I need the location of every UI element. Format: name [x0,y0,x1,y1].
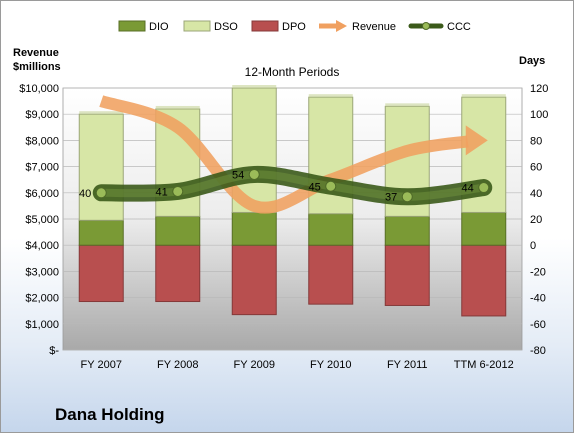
dso-bar [78,113,124,221]
ccc-line-highlight [97,170,488,201]
left-tick-label: $10,000 [19,83,59,95]
ccc-point [172,185,184,197]
ccc-data-label: 41 [156,186,168,198]
left-axis-label-line2: $millions [13,61,61,73]
dso-bar-top [308,94,353,98]
left-tick-label: $1,000 [25,319,59,331]
dio-bar [308,213,354,246]
x-tick-label: FY 2008 [157,359,198,371]
legend-swatch-dpo [251,20,279,32]
ccc-data-label: 44 [462,183,474,195]
dpo-bar [231,244,277,316]
ccc-point [325,180,337,192]
dso-bar-top [232,85,277,88]
dio-bar [231,211,277,246]
legend-swatch-ccc-dot [422,22,430,30]
x-tick-label: FY 2010 [310,359,351,371]
dso-bar-top [79,111,124,115]
legend-label-revenue: Revenue [352,21,396,33]
dio-bar [384,215,430,246]
x-tick-label: FY 2011 [387,359,428,371]
axes: $- -80 $1,000 -60 $2,000 -40 $3,000 -20 $4,000 0 $… [19,83,548,371]
right-tick-label: 120 [530,83,548,95]
right-tick-label: 20 [530,214,542,226]
ccc-data-label: 40 [79,188,91,200]
dso-bar-top [461,94,506,98]
ccc-point [401,191,413,203]
dio-bar [155,215,201,246]
left-axis-label-line1: Revenue [13,47,59,59]
legend-swatch-revenue-head [336,20,347,32]
legend-swatch-dso [183,20,211,32]
x-tick-label: FY 2009 [234,359,275,371]
right-tick-label: 40 [530,188,542,200]
dpo-bar [308,244,354,305]
left-axis-label: Revenue $millions [13,46,61,74]
revenue-arrowhead [465,125,488,156]
left-tick-label: $6,000 [25,188,59,200]
legend-label-dso: DSO [214,21,238,33]
lines: 40 41 54 45 37 44 [79,95,493,214]
ccc-point [248,168,260,180]
legend: DIO DSO DPO Revenue CCC [118,20,471,33]
left-tick-label: $7,000 [25,162,59,174]
left-tick-label: $4,000 [25,240,59,252]
dso-bar-top [385,103,430,107]
revenue-line [99,95,469,214]
dio-bar [78,219,124,246]
dso-bar-top [155,105,200,109]
ccc-point [95,187,107,199]
dio-bar [461,211,507,246]
right-tick-label: 60 [530,162,542,174]
left-tick-label: $5,000 [25,214,59,226]
chart-title: 12-Month Periods [245,65,340,79]
x-tick-label: TTM 6-2012 [454,359,514,371]
right-tick-label: -60 [530,319,546,331]
right-tick-label: -80 [530,345,546,357]
left-tick-label: $2,000 [25,293,59,305]
legend-label-dio: DIO [149,21,169,33]
ccc-point [478,182,490,194]
left-tick-label: $- [49,345,59,357]
dpo-bar [461,244,507,317]
right-axis-label: Days [519,55,546,67]
dpo-bar [78,244,124,303]
legend-label-ccc: CCC [447,21,471,33]
right-tick-label: -20 [530,266,546,278]
ccc-data-label: 45 [309,181,321,193]
left-tick-label: $3,000 [25,266,59,278]
ccc-data-label: 37 [385,192,397,204]
company-name: Dana Holding [55,405,165,424]
dpo-bar [155,244,201,303]
dpo-bar [384,244,430,306]
ccc-data-label: 54 [232,169,244,181]
left-tick-label: $8,000 [25,135,59,147]
right-tick-label: 80 [530,135,542,147]
x-tick-label: FY 2007 [81,359,122,371]
left-tick-label: $9,000 [25,109,59,121]
legend-swatch-dio [118,20,146,32]
right-tick-label: 0 [530,240,536,252]
right-tick-label: -40 [530,293,546,305]
legend-label-dpo: DPO [282,21,306,33]
right-tick-label: 100 [530,109,548,121]
